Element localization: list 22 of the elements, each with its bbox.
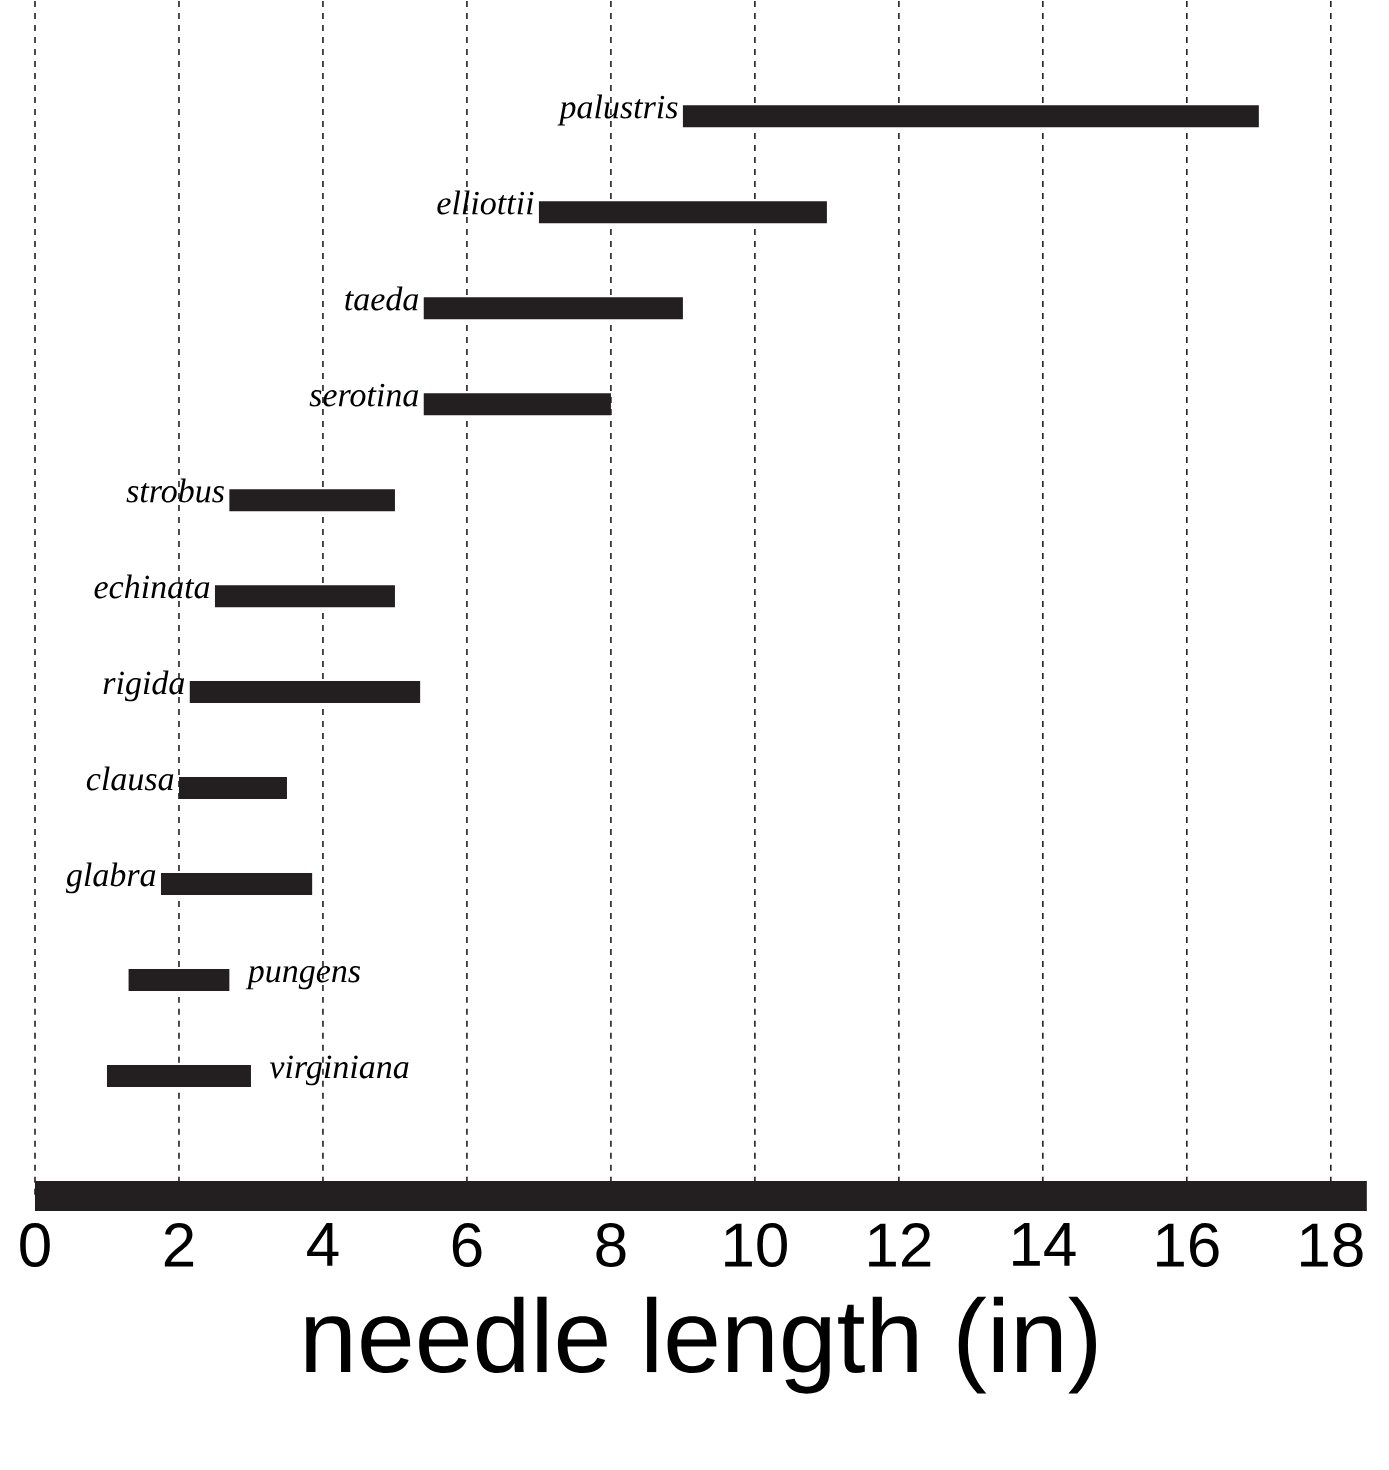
y-tick-label: glabra	[66, 862, 156, 894]
y-tick-label: pungens	[245, 966, 361, 990]
x-tick-label: 12	[869, 1223, 931, 1267]
x-tick-label: 16	[1157, 1223, 1219, 1267]
y-tick-label: taeda	[345, 286, 419, 311]
y-tick-label: rigida	[103, 670, 185, 702]
y-tick-label: elliottii	[437, 190, 534, 215]
x-tick-label: 10	[725, 1223, 788, 1267]
y-tick-label: clausa	[86, 766, 174, 791]
x-tick-label: 6	[452, 1223, 482, 1267]
y-tick-label: palustris	[557, 94, 678, 126]
y-tick-label: serotina	[309, 383, 419, 407]
y-tick-label: echinata	[94, 574, 210, 599]
x-tick-label: 14	[1013, 1223, 1076, 1266]
x-tick-label: 0	[20, 1223, 50, 1267]
y-tick-label: strobus	[126, 478, 225, 503]
x-tick-label: 8	[596, 1223, 626, 1267]
x-tick-label: 4	[307, 1223, 339, 1266]
x-axis-title: needle length (in)	[306, 1296, 1097, 1394]
x-tick-label: 18	[1301, 1223, 1363, 1267]
x-tick-label: 2	[164, 1223, 194, 1267]
y-tick-label: virginiana	[269, 1055, 409, 1086]
